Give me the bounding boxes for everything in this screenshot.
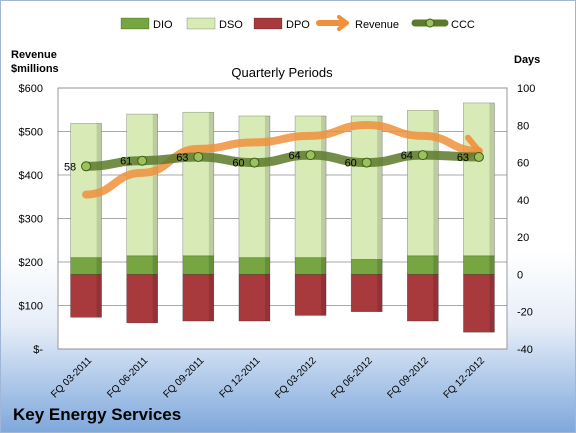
ccc-data-label: 64 [288, 150, 300, 162]
dpo-bar [70, 274, 102, 318]
dso-bar-shade [321, 115, 327, 258]
dso-bar [350, 115, 383, 260]
chart-title: Quarterly Periods [231, 65, 333, 80]
dso-bar-shade [377, 115, 383, 260]
dpo-bar [407, 274, 439, 322]
x-tick-label: FQ 09-2012 [385, 355, 431, 401]
x-tick-label: FQ 12-2012 [442, 355, 488, 401]
dpo-bar-shade [433, 274, 439, 322]
legend-label-dio: DIO [153, 19, 173, 31]
y-left-tick-label: $400 [19, 170, 43, 182]
ccc-data-label: 61 [120, 156, 132, 168]
dso-bar [463, 102, 495, 257]
legend-swatch-dpo [253, 17, 283, 30]
ccc-data-label: 63 [457, 152, 469, 164]
ccc-marker [193, 151, 204, 162]
dpo-bar-shade [152, 274, 158, 323]
ccc-data-label: 64 [401, 150, 413, 162]
dso-bar [182, 111, 215, 257]
dio-bar-shade [152, 255, 158, 275]
legend-label-dpo: DPO [286, 19, 310, 31]
legend-label-dso: DSO [219, 19, 243, 31]
y-left-tick-label: $- [33, 344, 43, 356]
dpo-bar [126, 274, 158, 324]
ccc-marker [361, 157, 372, 168]
ccc-data-label: 60 [232, 158, 244, 170]
dpo-bar-shade [264, 274, 270, 322]
y-right-tick-label: 100 [517, 83, 535, 95]
ccc-marker [417, 150, 428, 161]
dpo-bar [294, 274, 327, 316]
y-left-tick-label: $600 [19, 83, 43, 95]
legend-swatch-ccc-marker [425, 18, 435, 28]
y-left-tick-label: $100 [19, 301, 43, 313]
ccc-marker [81, 161, 92, 172]
y-right-tick-label: -40 [517, 344, 533, 356]
y-right-tick-label: -20 [517, 307, 533, 319]
dpo-bar-shade [208, 274, 214, 322]
y-right-tick-label: 20 [517, 232, 529, 244]
dso-bar [126, 113, 158, 257]
dso-bar-shade [489, 102, 495, 256]
revenue-line [82, 120, 483, 199]
ccc-data-label: 60 [345, 158, 357, 170]
dio-bar-shade [321, 257, 327, 275]
dio-bar-shade [264, 257, 270, 275]
ccc-line [81, 150, 484, 171]
dpo-bar-shade [489, 274, 495, 333]
legend-swatch-revenue-head [337, 15, 349, 31]
y-right-tick-label: 80 [517, 120, 529, 132]
dpo-bar-shade [96, 274, 102, 318]
legend-label-ccc: CCC [451, 19, 475, 31]
ccc-marker [137, 155, 148, 166]
dso-bar-shade [433, 110, 439, 256]
y-right-tick-label: 0 [517, 269, 523, 281]
y-left-tick-label: $200 [19, 257, 43, 269]
y-left-axis-title: Revenue [11, 49, 57, 61]
company-name: Key Energy Services [13, 405, 182, 424]
y-right-axis-title: Days [514, 54, 540, 66]
y-left-axis-title-unit: $millions [11, 63, 59, 75]
dio-bar-shade [489, 255, 495, 275]
ccc-data-label: 63 [176, 152, 188, 164]
ccc-marker [305, 150, 316, 161]
x-tick-label: FQ 12-2011 [218, 355, 263, 400]
y-left-tick-label: $500 [19, 127, 43, 139]
dso-bar-shade [264, 115, 270, 258]
dpo-bar-shade [377, 274, 383, 312]
dso-bar-shade [208, 112, 214, 256]
legend-swatch-dio [120, 17, 150, 30]
x-tick-label: FQ 06-2012 [329, 355, 375, 401]
ccc-data-label: 58 [64, 161, 76, 173]
dio-bar [126, 255, 158, 275]
ccc-marker [473, 151, 484, 162]
ccc-marker [249, 157, 260, 168]
y-right-tick-label: 40 [517, 195, 529, 207]
dio-bar [463, 255, 495, 275]
dio-bar-shade [96, 257, 102, 275]
y-left-tick-label: $300 [19, 214, 43, 226]
y-right-tick-label: 60 [517, 158, 529, 170]
dio-bar-shade [208, 255, 214, 275]
legend-swatch-dso [186, 17, 216, 30]
x-tick-label: FQ 09-2011 [161, 355, 206, 400]
dpo-bar [350, 274, 383, 313]
dso-bar-shade [152, 114, 158, 256]
legend-label-revenue: Revenue [355, 19, 399, 31]
x-tick-label: FQ 03-2012 [273, 355, 319, 401]
dpo-bar-shade [321, 274, 327, 316]
x-tick-label: FQ 03-2011 [49, 355, 94, 400]
x-tick-label: FQ 06-2011 [105, 355, 150, 400]
dpo-bar [463, 274, 495, 333]
dio-bar-shade [433, 255, 439, 275]
dio-bar-shade [377, 259, 383, 275]
